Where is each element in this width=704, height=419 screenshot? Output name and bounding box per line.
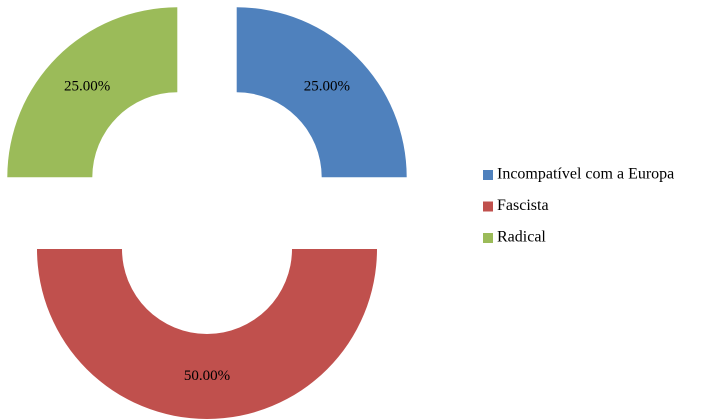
legend-swatch (483, 233, 493, 243)
legend-label: Incompatível com a Europa (497, 166, 674, 183)
legend-swatch (483, 170, 493, 180)
donut-slice (7, 7, 178, 178)
value-label: 25.00% (304, 79, 350, 95)
donut-slice (236, 7, 407, 178)
value-label: 25.00% (64, 79, 110, 95)
donut-slice (37, 249, 377, 419)
legend-label: Radical (497, 229, 546, 246)
legend-swatch (483, 201, 493, 212)
legend-label: Fascista (497, 197, 549, 214)
value-label: 50.00% (184, 368, 230, 384)
